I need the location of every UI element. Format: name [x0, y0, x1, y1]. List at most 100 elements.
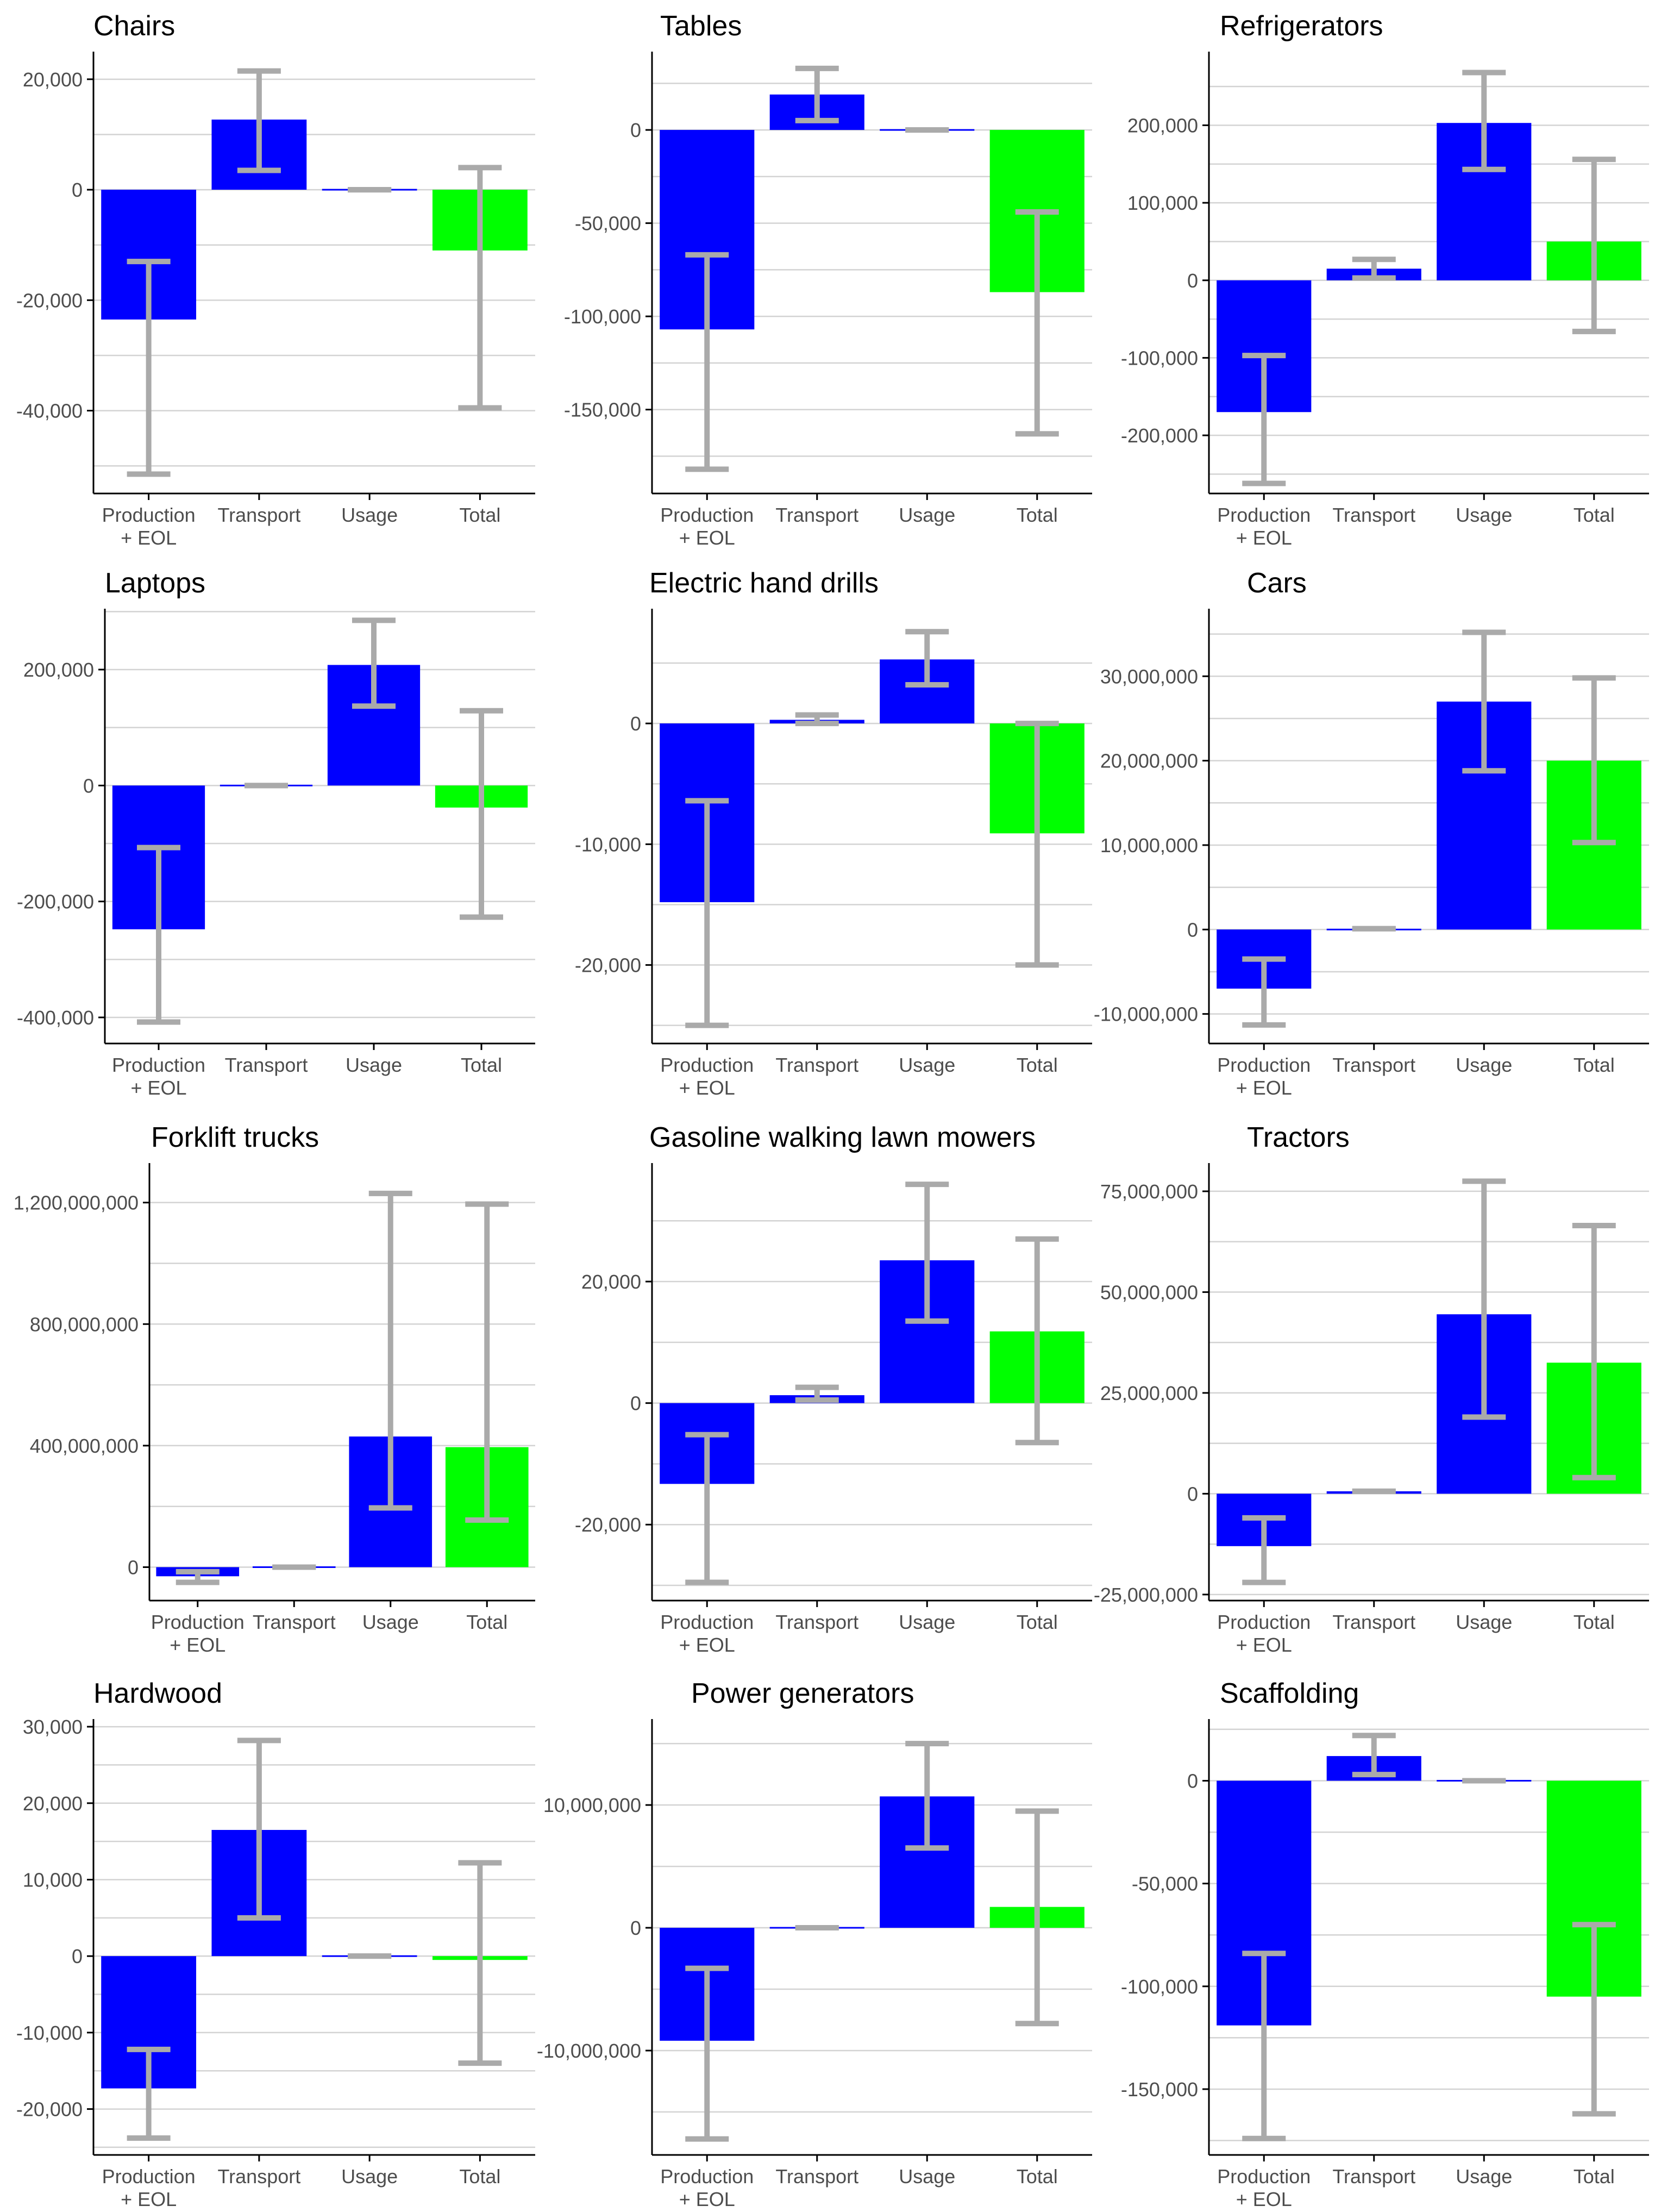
x-tick-label: Total [1574, 2165, 1615, 2188]
chart-panel-tables: Production + EOL Transport Usage Total -150,0… [564, 10, 1092, 549]
y-tick-label: -50,000 [575, 213, 641, 235]
x-tick-label-line: + EOL [121, 2188, 177, 2210]
x-tick-label-line: Total [1017, 1054, 1058, 1076]
panel-title: Forklift trucks [151, 1122, 319, 1153]
x-tick-label: Production + EOL [102, 2165, 196, 2210]
panel-title: Cars [1247, 567, 1307, 599]
x-tick-label-line: Production [102, 2165, 196, 2188]
y-tick-label: 200,000 [23, 659, 94, 681]
x-tick-label: Transport [1332, 2165, 1415, 2188]
panel-title: Refrigerators [1220, 10, 1383, 42]
x-tick-label-line: Total [1574, 1611, 1615, 1633]
x-tick-label: Total [466, 1611, 507, 1633]
x-tick-label-line: Usage [899, 504, 955, 526]
x-tick-label-line: Transport [218, 2165, 301, 2188]
panel-title: Tables [660, 10, 742, 42]
panel-title: Scaffolding [1220, 1678, 1359, 1709]
y-tick-label: -100,000 [1121, 1976, 1198, 1998]
x-tick-label: Total [1574, 1611, 1615, 1633]
chart-panel-refrigerators: Production + EOL Transport Usage Total -200,0… [1121, 10, 1649, 549]
y-tick-label: 10,000,000 [543, 1794, 641, 1816]
y-tick-label: -100,000 [1121, 347, 1198, 369]
y-tick-label: 0 [630, 1392, 641, 1415]
y-tick-label: 20,000,000 [1100, 750, 1198, 772]
x-tick-label-line: Usage [1456, 1054, 1512, 1076]
y-tick-label: 75,000,000 [1100, 1180, 1198, 1203]
x-tick-label-line: + EOL [679, 1077, 735, 1099]
x-tick-label-line: + EOL [679, 1634, 735, 1656]
x-tick-label-line: + EOL [679, 527, 735, 549]
x-tick-label-line: Production [112, 1054, 205, 1076]
x-tick-label-line: Usage [1456, 1611, 1512, 1633]
panel-title: Power generators [691, 1678, 914, 1709]
x-tick-label: Usage [1456, 1611, 1512, 1633]
y-tick-label: -10,000,000 [537, 2040, 641, 2062]
x-tick-label-line: Usage [1456, 2165, 1512, 2188]
x-tick-label-line: + EOL [121, 527, 177, 549]
panel-title: Electric hand drills [649, 567, 879, 599]
y-tick-label: 0 [72, 179, 83, 201]
x-tick-label: Usage [1456, 504, 1512, 526]
x-tick-label: Production + EOL [1217, 504, 1311, 549]
x-tick-label: Production + EOL [102, 504, 196, 549]
y-tick-label: -10,000,000 [1094, 1003, 1198, 1026]
y-tick-label: -100,000 [564, 305, 641, 328]
x-tick-label: Usage [1456, 2165, 1512, 2188]
y-tick-label: 0 [1187, 270, 1198, 292]
y-tick-label: -150,000 [564, 399, 641, 421]
y-tick-label: 0 [630, 1917, 641, 1939]
y-tick-label: -20,000 [16, 289, 83, 311]
y-tick-label: -400,000 [17, 1007, 94, 1029]
x-tick-label-line: Transport [1332, 1611, 1415, 1633]
x-tick-label-line: Transport [775, 1054, 858, 1076]
x-tick-label: Transport [1332, 504, 1415, 526]
y-tick-label: -200,000 [17, 891, 94, 913]
y-tick-label: 0 [83, 774, 94, 797]
x-tick-label-line: Usage [1456, 504, 1512, 526]
x-tick-label-line: + EOL [1236, 1634, 1292, 1656]
x-tick-label: Transport [225, 1054, 308, 1076]
x-tick-label-line: Total [459, 504, 500, 526]
x-tick-label: Transport [775, 1054, 858, 1076]
x-tick-label-line: Total [466, 1611, 507, 1633]
x-tick-label: Total [459, 504, 500, 526]
x-tick-label: Production + EOL [1217, 1054, 1311, 1099]
x-tick-label: Total [1574, 1054, 1615, 1076]
chart-panel-cars: Production + EOL Transport Usage Total -10,00… [1094, 567, 1649, 1099]
x-tick-label-line: Transport [225, 1054, 308, 1076]
chart-panel-power-generators: Production + EOL Transport Usage Total -10,00… [537, 1678, 1092, 2210]
y-tick-label: 0 [72, 1945, 83, 1967]
x-tick-label-line: + EOL [1236, 1077, 1292, 1099]
x-tick-label: Transport [1332, 1054, 1415, 1076]
x-tick-label: Production + EOL [660, 504, 754, 549]
x-tick-label-line: Production [660, 2165, 754, 2188]
x-tick-label: Total [1017, 1611, 1058, 1633]
x-tick-label-line: Total [1574, 2165, 1615, 2188]
x-tick-label: Usage [899, 504, 955, 526]
y-tick-label: 1,200,000,000 [14, 1192, 139, 1214]
x-tick-label-line: Transport [775, 1611, 858, 1633]
x-tick-label-line: + EOL [170, 1634, 225, 1656]
x-tick-label-line: + EOL [1236, 2188, 1292, 2210]
y-tick-label: 200,000 [1127, 115, 1198, 137]
chart-panel-scaffolding: Production + EOL Transport Usage Total -150,0… [1121, 1678, 1649, 2210]
chart-panel-chairs: Production + EOL Transport Usage Total -40,00… [16, 10, 535, 549]
x-tick-label: Production + EOL [151, 1611, 245, 1656]
x-tick-label-line: + EOL [1236, 527, 1292, 549]
y-tick-label: -25,000,000 [1094, 1584, 1198, 1606]
x-tick-label: Total [459, 2165, 500, 2188]
x-tick-label: Usage [1456, 1054, 1512, 1076]
y-tick-label: 800,000,000 [30, 1313, 139, 1335]
x-tick-label-line: Production [151, 1611, 245, 1633]
x-tick-label: Usage [362, 1611, 419, 1633]
x-tick-label-line: Production [1217, 1054, 1311, 1076]
x-tick-label: Transport [1332, 1611, 1415, 1633]
x-tick-label: Transport [775, 2165, 858, 2188]
x-tick-label-line: Production [660, 1054, 754, 1076]
x-tick-label: Total [1574, 504, 1615, 526]
x-tick-label-line: Production [660, 1611, 754, 1633]
x-tick-label-line: Total [461, 1054, 502, 1076]
x-tick-label: Transport [253, 1611, 336, 1633]
panel-title: Gasoline walking lawn mowers [649, 1122, 1036, 1153]
